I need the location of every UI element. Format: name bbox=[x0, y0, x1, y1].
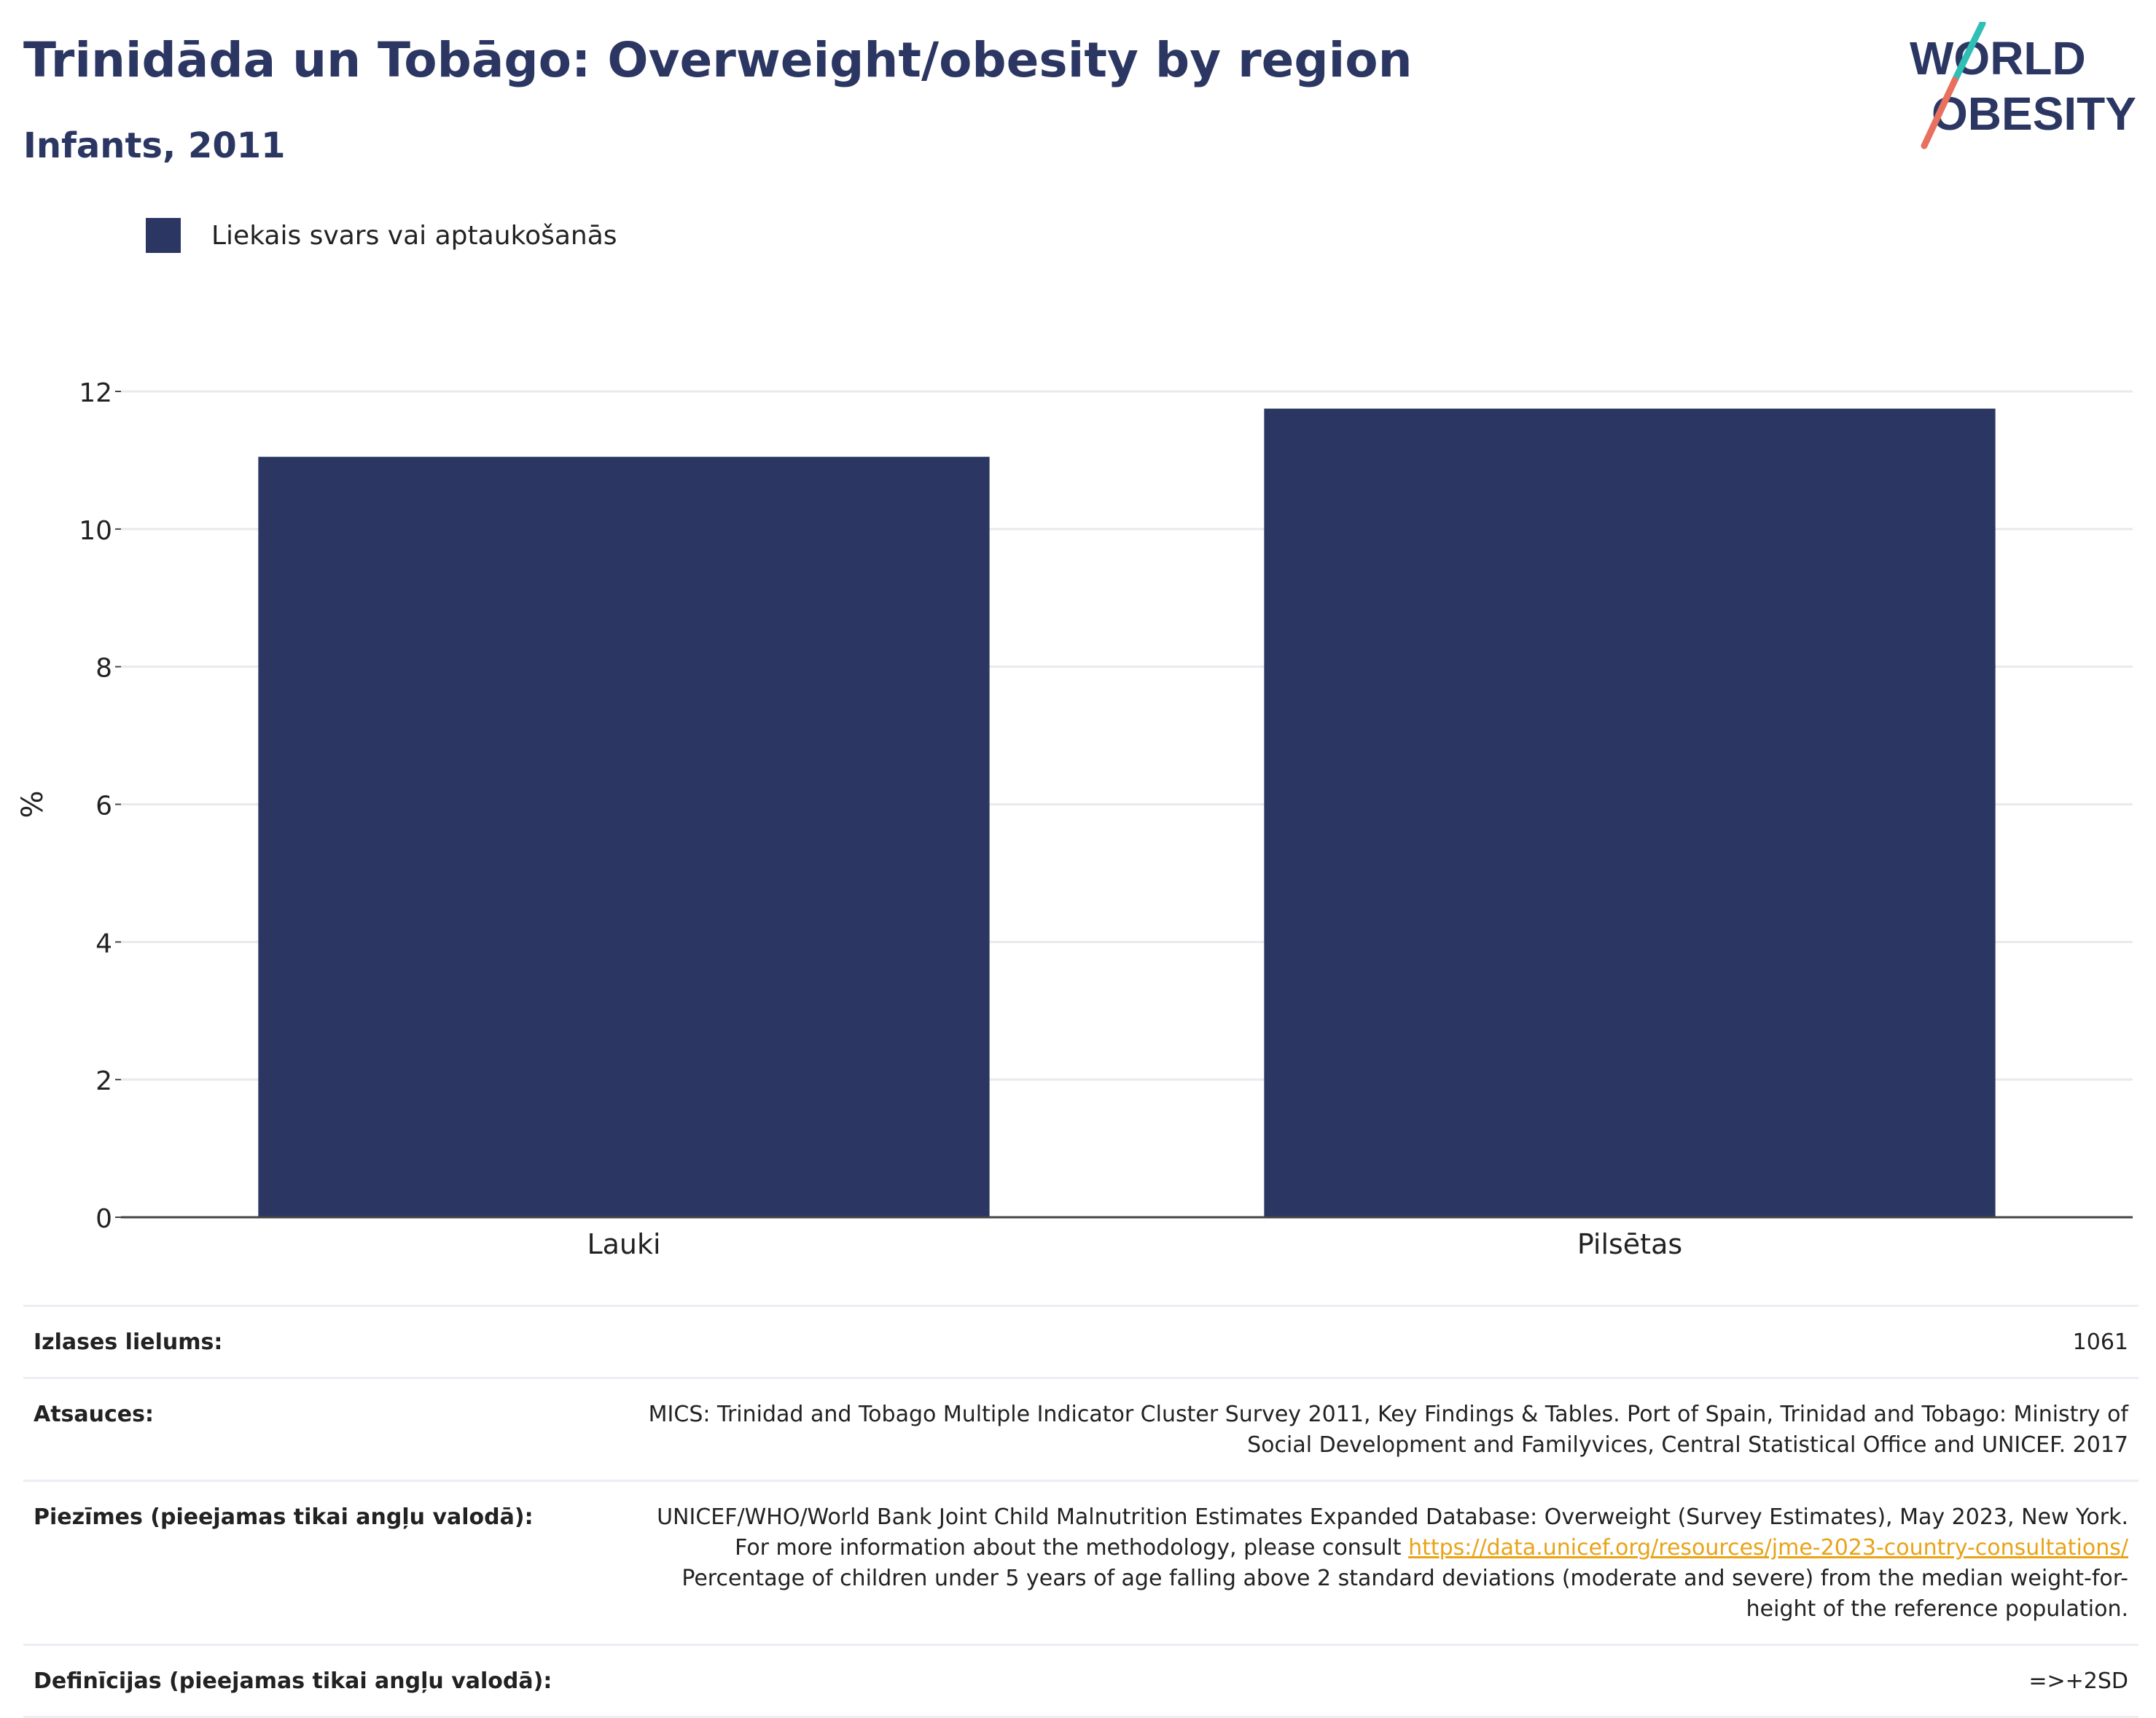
legend[interactable]: Liekais svars vai aptaukošanās bbox=[146, 217, 617, 254]
y-tick-label: 12 bbox=[79, 378, 112, 408]
legend-label: Liekais svars vai aptaukošanās bbox=[211, 220, 617, 251]
y-tick-label: 8 bbox=[95, 654, 112, 684]
y-tick-label: 10 bbox=[79, 516, 112, 546]
references-value: MICS: Trinidad and Tobago Multiple Indic… bbox=[648, 1402, 2128, 1458]
notes-text-post: Percentage of children under 5 years of … bbox=[681, 1566, 2128, 1622]
y-axis-label: % bbox=[16, 790, 50, 818]
y-tick-label: 4 bbox=[95, 929, 112, 958]
bar-lauki bbox=[258, 456, 990, 1218]
logo-slash-teal-icon bbox=[1951, 22, 1986, 84]
y-tick-label: 2 bbox=[95, 1066, 112, 1096]
bar-pilsētas bbox=[1264, 408, 1996, 1217]
x-tick-label: Pilsētas bbox=[1577, 1228, 1682, 1260]
notes-link[interactable]: https://data.unicef.org/resources/jme-20… bbox=[1408, 1535, 2128, 1561]
y-tick-label: 6 bbox=[95, 792, 112, 821]
notes-label: Piezīmes (pieejamas tikai angļu valodā): bbox=[34, 1504, 534, 1530]
info-row-notes: Piezīmes (pieejamas tikai angļu valodā):… bbox=[23, 1480, 2139, 1644]
sample-size-label: Izlases lielums: bbox=[34, 1330, 223, 1355]
info-table: Izlases lielums: 1061 Atsauces: MICS: Tr… bbox=[23, 1305, 2139, 1718]
chart-subtitle: Infants, 2011 bbox=[23, 125, 286, 166]
bars bbox=[258, 408, 1996, 1218]
info-row-definitions: Definīcijas (pieejamas tikai angļu valod… bbox=[23, 1644, 2139, 1718]
x-tick-label: Lauki bbox=[587, 1228, 660, 1260]
sample-size-value: 1061 bbox=[2072, 1330, 2128, 1355]
notes-text-pre: UNICEF/WHO/World Bank Joint Child Malnut… bbox=[657, 1504, 2128, 1561]
y-axis-ticks: 0 2 4 6 8 10 12 bbox=[79, 378, 121, 1234]
notes-value: UNICEF/WHO/World Bank Joint Child Malnut… bbox=[627, 1502, 2128, 1625]
info-row-references: Atsauces: MICS: Trinidad and Tobago Mult… bbox=[23, 1377, 2139, 1480]
chart-title: Trinidāda un Tobāgo: Overweight/obesity … bbox=[23, 32, 1413, 88]
definitions-label: Definīcijas (pieejamas tikai angļu valod… bbox=[34, 1668, 552, 1694]
world-obesity-logo: WORLD OBESITY bbox=[1910, 22, 2136, 149]
definitions-value: =>+2SD bbox=[2028, 1668, 2128, 1694]
logo-slash-coral-icon bbox=[1921, 77, 1958, 149]
logo-line2: OBESITY bbox=[1932, 87, 2136, 140]
bar-chart: 0 2 4 6 8 10 12 Lauki Pilsētas % bbox=[16, 378, 2133, 1260]
info-row-sample: Izlases lielums: 1061 bbox=[23, 1305, 2139, 1377]
x-axis-ticks: Lauki Pilsētas bbox=[587, 1228, 1682, 1260]
y-tick-label: 0 bbox=[95, 1204, 112, 1234]
references-label: Atsauces: bbox=[34, 1402, 154, 1427]
logo-line1: WORLD bbox=[1910, 32, 2086, 85]
legend-swatch bbox=[146, 218, 181, 253]
